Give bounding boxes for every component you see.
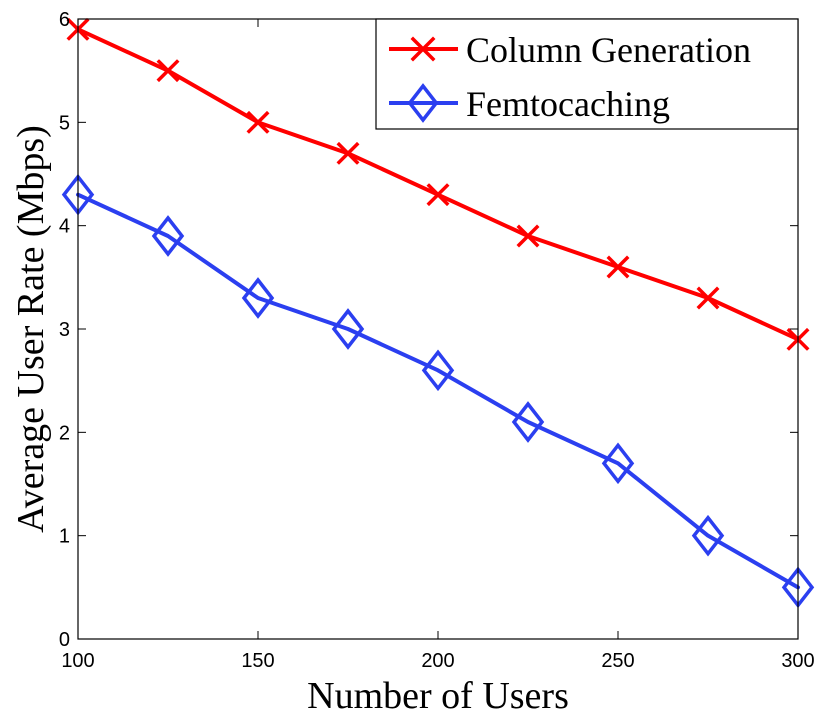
y-tick-label: 6: [59, 9, 70, 31]
y-tick-label: 4: [59, 216, 70, 238]
data-point-series-1: [426, 183, 450, 207]
data-point-series-2: [511, 401, 545, 443]
data-point-series-1: [696, 286, 720, 310]
y-tick-label: 2: [59, 422, 70, 444]
data-point-series-1: [606, 255, 630, 279]
data-point-series-1: [336, 141, 360, 165]
series-layer: [61, 17, 815, 609]
x-tick-label: 100: [61, 650, 94, 672]
data-point-series-2: [241, 277, 275, 319]
x-axis-title: Number of Users: [307, 675, 569, 717]
x-tick-label: 150: [241, 650, 274, 672]
data-point-series-1: [516, 224, 540, 248]
data-point-series-2: [151, 215, 185, 257]
y-tick-label: 0: [59, 629, 70, 651]
ticks-layer: 100 150 200 250 300 0 1 2 3 4 5 6: [59, 9, 815, 672]
data-point-series-2: [691, 514, 725, 557]
x-tick-label: 200: [421, 650, 454, 672]
legend: Column Generation Femtocaching: [375, 18, 799, 130]
data-point-series-2: [331, 308, 365, 350]
legend-marker: [407, 83, 439, 123]
legend-label: Column Generation: [466, 30, 751, 70]
y-tick-label: 3: [59, 319, 70, 341]
x-tick-label: 250: [601, 650, 634, 672]
series-line-2: [76, 192, 800, 590]
legend-box: [375, 18, 799, 130]
y-tick-label: 1: [59, 526, 70, 548]
legend-marker: [410, 36, 436, 62]
y-axis-title: Average User Rate (Mbps): [10, 125, 52, 533]
data-point-series-2: [421, 349, 455, 392]
x-tick-label: 300: [781, 650, 814, 672]
y-tick-label: 5: [59, 112, 70, 134]
legend-label: Femtocaching: [466, 84, 670, 124]
data-point-series-1: [246, 110, 270, 134]
data-point-series-1: [156, 59, 180, 83]
data-point-series-2: [601, 442, 635, 485]
